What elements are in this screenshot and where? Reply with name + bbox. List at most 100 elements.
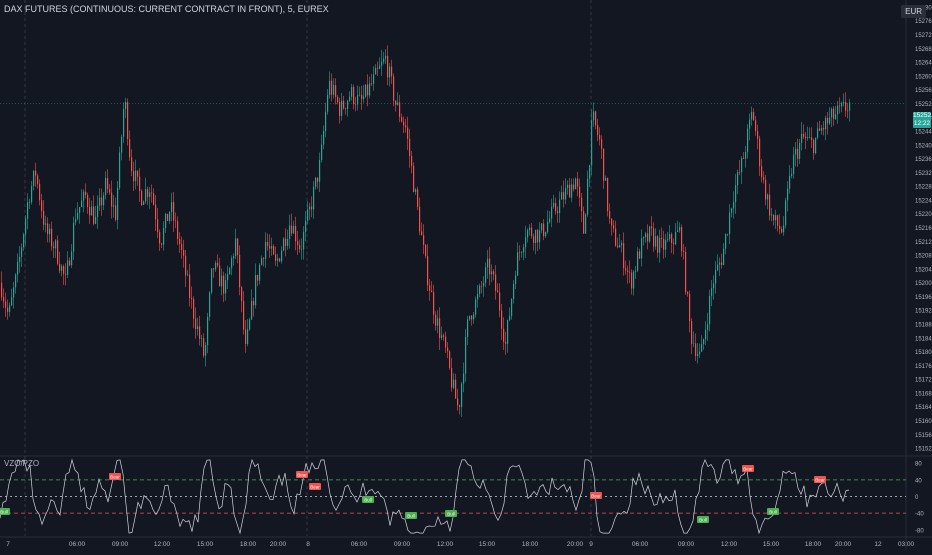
candle-body [423, 235, 425, 245]
candle [151, 184, 153, 203]
candle-body [677, 230, 679, 232]
candle [757, 124, 759, 150]
candle [331, 73, 333, 102]
candle-body [659, 237, 661, 253]
candle [259, 263, 261, 285]
candle-body [145, 189, 147, 202]
candle [595, 110, 597, 130]
candle [101, 188, 103, 216]
candle-body [827, 117, 829, 124]
candle-body [797, 148, 799, 159]
candle-body [255, 275, 257, 306]
price-axis-tick: 15200 [915, 281, 932, 287]
oscillator-axis-tick: -80 [915, 528, 924, 534]
signal-label: Bear [297, 473, 307, 478]
candle [255, 263, 257, 309]
signal-badge [296, 471, 308, 478]
candle-body [483, 282, 485, 287]
candle-body [309, 206, 311, 210]
candle-body [101, 197, 103, 206]
candle [605, 175, 607, 181]
candle [681, 224, 683, 257]
candle [525, 225, 527, 258]
candle-body [811, 137, 813, 140]
candle [411, 151, 413, 174]
candle [205, 342, 207, 367]
candle-body [411, 155, 413, 166]
candle-body [157, 219, 159, 232]
candle [431, 281, 433, 293]
candle [821, 124, 823, 135]
candle-body [823, 128, 825, 130]
candle-body [91, 206, 93, 216]
candle [135, 159, 137, 190]
candle-body [717, 264, 719, 271]
candle-body [511, 298, 513, 316]
candle [781, 226, 783, 234]
candle-body [807, 137, 809, 139]
time-axis-label: 7 [6, 541, 10, 548]
candle [603, 148, 605, 189]
candle [113, 194, 115, 218]
candle [705, 321, 707, 345]
candle [369, 76, 371, 99]
candle-body [409, 138, 411, 156]
candle-body [35, 170, 37, 176]
candle [415, 188, 417, 195]
candle [505, 331, 507, 355]
candle [301, 238, 303, 260]
candle-body [835, 114, 837, 119]
candle [25, 215, 27, 246]
signal-badge [697, 516, 709, 523]
candle-body [657, 236, 659, 253]
candle [413, 162, 415, 193]
candle-body [697, 353, 699, 356]
candle [765, 174, 767, 206]
candle [441, 326, 443, 340]
candle [731, 207, 733, 218]
candle-body [573, 184, 575, 190]
candle-body [561, 192, 563, 200]
candle [73, 216, 75, 260]
candle-body [603, 148, 605, 181]
candle [535, 229, 537, 255]
candle [545, 231, 547, 239]
candle-body [517, 252, 519, 276]
candle-body [513, 283, 515, 299]
candle [459, 404, 461, 415]
candle [355, 96, 357, 112]
candle [775, 209, 777, 230]
candle [437, 310, 439, 334]
candle [761, 159, 763, 183]
candle-body [849, 102, 851, 111]
candle [745, 145, 747, 168]
time-axis-label: 09:00 [678, 541, 695, 548]
time-axis-label: 09:00 [112, 541, 129, 548]
candle [313, 181, 315, 219]
candle-body [349, 96, 351, 101]
candle-body [43, 210, 45, 225]
candle-body [137, 170, 139, 177]
candle-body [189, 274, 191, 298]
candle [87, 192, 89, 214]
candle [833, 106, 835, 126]
candle [827, 111, 829, 135]
candle [623, 232, 625, 276]
candle-body [559, 199, 561, 214]
candle-body [777, 215, 779, 226]
candle-body [287, 238, 289, 246]
candle [147, 186, 149, 205]
signal-label: Bear [743, 467, 753, 472]
candle-body [327, 95, 329, 112]
price-axis-tick: 15236 [915, 157, 932, 163]
candle [841, 101, 843, 113]
candle-body [665, 240, 667, 250]
candle-body [257, 275, 259, 281]
candle [237, 237, 239, 264]
candle [581, 193, 583, 223]
time-axis-label: 15:00 [763, 541, 780, 548]
candle-body [115, 205, 117, 220]
candle [795, 141, 797, 167]
